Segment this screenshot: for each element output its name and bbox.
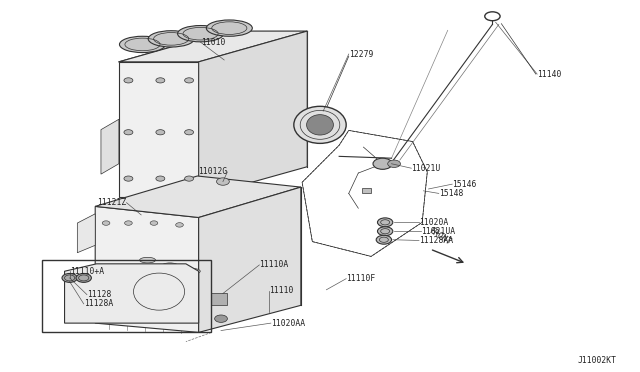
- Text: 11021U: 11021U: [412, 164, 440, 173]
- Text: J11002KT: J11002KT: [578, 356, 617, 365]
- Ellipse shape: [177, 26, 223, 42]
- Circle shape: [150, 221, 158, 225]
- Polygon shape: [362, 188, 371, 193]
- Text: 15148: 15148: [439, 189, 463, 198]
- Circle shape: [62, 273, 77, 282]
- Circle shape: [373, 158, 392, 169]
- Circle shape: [125, 307, 132, 312]
- Text: 12279: 12279: [349, 49, 373, 58]
- Ellipse shape: [307, 115, 333, 135]
- Circle shape: [184, 130, 193, 135]
- Ellipse shape: [294, 106, 346, 143]
- Circle shape: [124, 176, 133, 181]
- Circle shape: [156, 130, 165, 135]
- Circle shape: [378, 227, 393, 235]
- Polygon shape: [119, 62, 198, 197]
- Circle shape: [125, 267, 132, 272]
- Text: 15146: 15146: [452, 180, 477, 189]
- Circle shape: [214, 315, 227, 323]
- Text: 11140: 11140: [537, 70, 561, 78]
- Text: 11110: 11110: [269, 286, 293, 295]
- Circle shape: [156, 176, 165, 181]
- Text: 11128: 11128: [87, 290, 111, 299]
- Circle shape: [184, 176, 193, 181]
- Circle shape: [76, 273, 92, 282]
- Polygon shape: [65, 264, 198, 323]
- Polygon shape: [77, 214, 95, 253]
- Circle shape: [102, 221, 110, 225]
- Circle shape: [175, 309, 183, 314]
- Ellipse shape: [140, 257, 156, 263]
- Bar: [42, 260, 211, 333]
- Polygon shape: [119, 31, 307, 62]
- Circle shape: [376, 235, 392, 244]
- Circle shape: [216, 178, 229, 185]
- Text: 11020AA: 11020AA: [271, 319, 305, 328]
- Text: 11110F: 11110F: [346, 274, 376, 283]
- Circle shape: [125, 221, 132, 225]
- Circle shape: [388, 160, 401, 167]
- Text: 11021UA: 11021UA: [421, 227, 455, 236]
- Text: 11020A: 11020A: [419, 218, 448, 227]
- Polygon shape: [198, 31, 307, 197]
- Circle shape: [124, 78, 133, 83]
- Circle shape: [175, 223, 183, 227]
- Polygon shape: [95, 206, 198, 333]
- Text: 11121Z: 11121Z: [97, 198, 127, 207]
- Circle shape: [175, 268, 183, 273]
- Ellipse shape: [184, 269, 200, 274]
- Text: FRONT: FRONT: [427, 226, 452, 247]
- Text: 11128A: 11128A: [84, 299, 113, 308]
- Ellipse shape: [162, 263, 178, 269]
- Circle shape: [124, 130, 133, 135]
- Polygon shape: [101, 119, 119, 174]
- Text: 11110+A: 11110+A: [70, 267, 104, 276]
- Circle shape: [150, 308, 158, 312]
- Circle shape: [102, 306, 110, 311]
- Circle shape: [102, 265, 110, 270]
- Text: 11128AA: 11128AA: [419, 236, 453, 245]
- Text: 11110A: 11110A: [259, 260, 289, 269]
- Ellipse shape: [148, 31, 194, 47]
- Text: 11010: 11010: [200, 38, 225, 47]
- Circle shape: [378, 218, 393, 227]
- Text: 11012G: 11012G: [198, 167, 227, 176]
- Circle shape: [156, 78, 165, 83]
- Polygon shape: [198, 187, 301, 333]
- Circle shape: [150, 267, 158, 272]
- Ellipse shape: [206, 20, 252, 36]
- Polygon shape: [211, 294, 227, 305]
- Polygon shape: [95, 176, 301, 218]
- Circle shape: [184, 78, 193, 83]
- Ellipse shape: [120, 36, 166, 52]
